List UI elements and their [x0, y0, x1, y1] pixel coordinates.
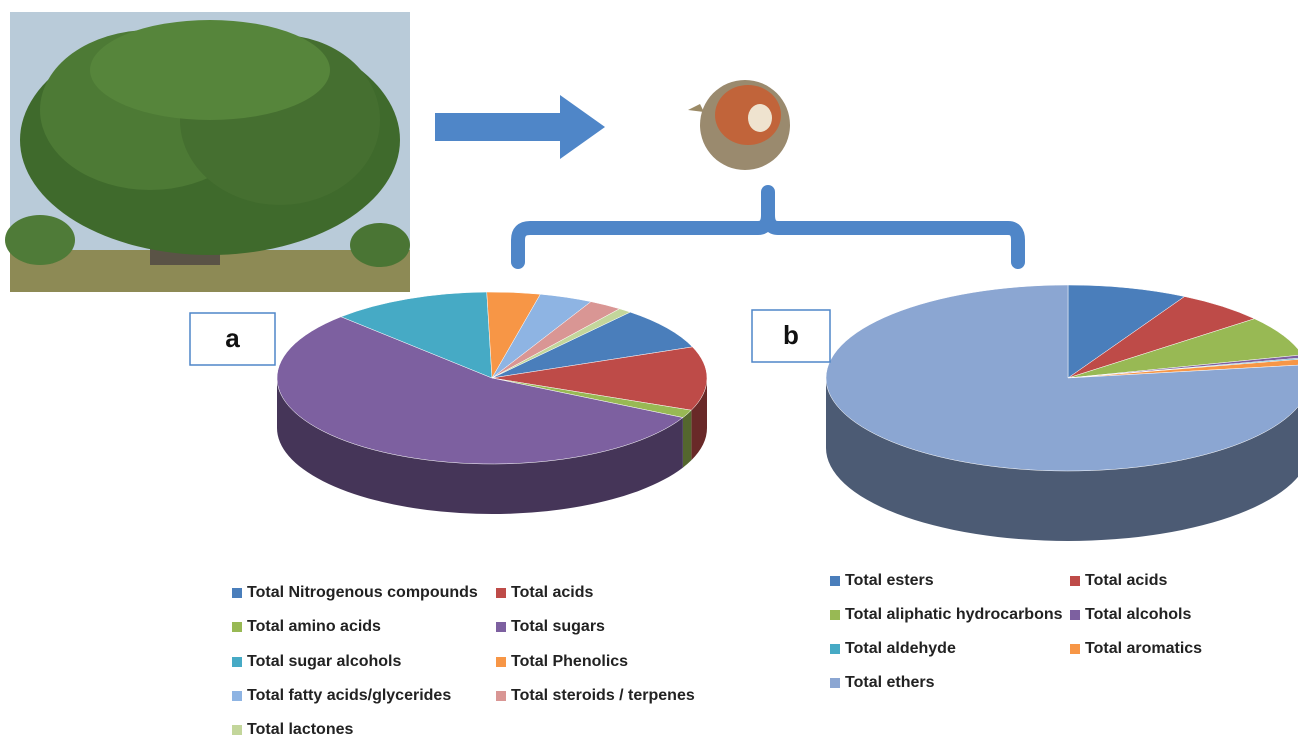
legend-label: Total amino acids: [247, 618, 381, 635]
legend-swatch: [496, 691, 506, 701]
pie-chart: [826, 285, 1298, 541]
legend-swatch: [232, 588, 242, 598]
legend-label: Total sugars: [511, 618, 605, 635]
legend-label: Total lactones: [247, 721, 353, 738]
legend-swatch: [1070, 644, 1080, 654]
legend-label: Total fatty acids/glycerides: [247, 687, 451, 704]
legend-label: Total acids: [1085, 572, 1167, 589]
legend-label: Total aromatics: [1085, 640, 1202, 657]
figure: a Total Nitrogenous compounds Total acids T…: [0, 0, 1298, 739]
legend-swatch: [232, 725, 242, 735]
legend-swatch: [232, 622, 242, 632]
pie-chart: [277, 292, 707, 514]
legend-label: Total Phenolics: [511, 653, 628, 670]
legend-swatch: [830, 576, 840, 586]
legend-label: Total esters: [845, 572, 934, 589]
legend-swatch: [496, 588, 506, 598]
legend-label: Total Nitrogenous compounds: [247, 584, 478, 601]
legend-swatch: [830, 644, 840, 654]
legend-label: Total acids: [511, 584, 593, 601]
bracket: [518, 192, 1018, 262]
legend-swatch: [1070, 576, 1080, 586]
pie-side: [683, 410, 691, 467]
fruit: [688, 80, 790, 170]
legend-swatch: [830, 610, 840, 620]
legend-swatch: [496, 657, 506, 667]
legend-label: Total alcohols: [1085, 606, 1191, 623]
legend-swatch: [830, 678, 840, 688]
legend-swatch: [232, 691, 242, 701]
panel-label: a: [225, 323, 240, 353]
tree-photo: [5, 12, 410, 292]
legend-label: Total sugar alcohols: [247, 653, 402, 670]
arrow: [435, 95, 605, 159]
legend-swatch: [496, 622, 506, 632]
legend-label: Total ethers: [845, 674, 935, 691]
panel-label: b: [783, 320, 799, 350]
legend-label: Total steroids / terpenes: [511, 687, 695, 704]
legend-swatch: [232, 657, 242, 667]
legend-label: Total aldehyde: [845, 640, 956, 657]
legend-swatch: [1070, 610, 1080, 620]
legend-label: Total aliphatic hydrocarbons: [845, 606, 1063, 623]
